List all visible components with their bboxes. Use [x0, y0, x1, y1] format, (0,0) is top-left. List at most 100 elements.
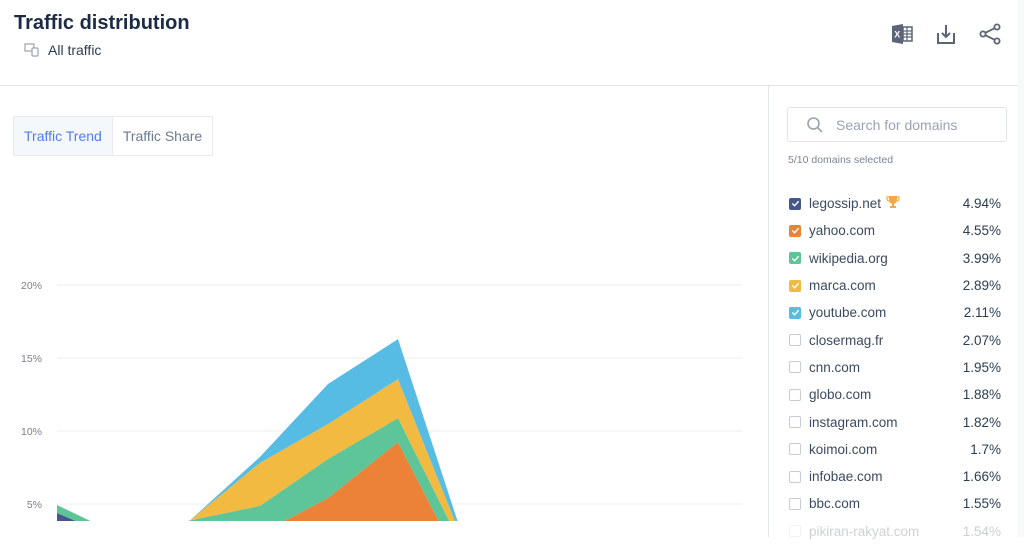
- page-title: Traffic distribution: [14, 12, 190, 34]
- y-tick-label: 5%: [27, 499, 42, 511]
- domain-share-value: 1.7%: [970, 441, 1001, 457]
- domain-share-value: 4.94%: [962, 196, 1001, 212]
- domain-search-box[interactable]: [787, 107, 1007, 142]
- domain-name-text: cnn.com: [809, 359, 861, 375]
- view-tabs: Traffic Trend Traffic Share: [13, 116, 214, 156]
- domain-share-value: 2.89%: [962, 278, 1001, 294]
- domain-name: yahoo.com: [809, 223, 963, 238]
- chart-panel: Traffic Trend Traffic Share 5%10%15%20%●…: [0, 86, 768, 537]
- domain-share-value: 1.66%: [962, 469, 1001, 485]
- checkbox-unchecked[interactable]: [789, 361, 801, 374]
- domain-row[interactable]: pikiran-rakyat.com 1.54%: [789, 518, 1001, 545]
- domain-name: youtube.com: [809, 305, 964, 320]
- excel-export-icon[interactable]: X: [890, 22, 914, 46]
- checkbox-checked[interactable]: [789, 224, 801, 237]
- domain-name: wikipedia.org: [809, 251, 963, 266]
- domain-share-value: 2.07%: [962, 332, 1001, 348]
- domain-name: pikiran-rakyat.com: [809, 524, 963, 539]
- domain-name: closermag.fr: [809, 333, 963, 348]
- domain-row[interactable]: marca.com 2.89%: [789, 272, 1001, 299]
- share-icon[interactable]: [978, 22, 1002, 46]
- domain-name: infobae.com: [809, 469, 963, 484]
- domain-name: globo.com: [809, 387, 963, 402]
- domain-share-value: 1.55%: [962, 496, 1001, 512]
- domain-row[interactable]: bbc.com 1.55%: [789, 490, 1001, 517]
- domain-share-value: 1.82%: [962, 414, 1001, 430]
- checkbox-unchecked[interactable]: [789, 388, 801, 401]
- checkmark-icon: [791, 282, 799, 289]
- domain-name-text: pikiran-rakyat.com: [809, 523, 920, 539]
- domain-row[interactable]: instagram.com 1.82%: [789, 408, 1001, 435]
- checkmark-icon: [791, 310, 799, 317]
- checkbox-unchecked[interactable]: [789, 470, 801, 483]
- selected-count: 5/10 domains selected: [788, 154, 894, 166]
- domain-name-text: globo.com: [809, 387, 872, 403]
- domain-row[interactable]: closermag.fr 2.07%: [789, 326, 1001, 353]
- search-icon: [807, 116, 823, 133]
- checkbox-unchecked[interactable]: [789, 443, 801, 456]
- domain-row[interactable]: cnn.com 1.95%: [789, 354, 1001, 381]
- y-tick-label: 15%: [21, 353, 42, 365]
- header-actions: X: [890, 22, 1002, 46]
- subtitle-text: All traffic: [48, 42, 102, 58]
- domain-name-text: marca.com: [809, 278, 876, 294]
- area-series-youtube-com[interactable]: [57, 339, 742, 521]
- checkbox-checked[interactable]: [789, 306, 801, 319]
- domain-row[interactable]: legossip.net 4.94%: [789, 190, 1001, 217]
- domain-name-text: wikipedia.org: [809, 250, 888, 266]
- scroll-edge: [1018, 0, 1024, 537]
- checkbox-checked[interactable]: [789, 279, 801, 292]
- domain-name-text: instagram.com: [809, 414, 898, 430]
- tab-traffic-trend[interactable]: Traffic Trend: [14, 117, 113, 155]
- domain-name: koimoi.com: [809, 442, 970, 457]
- checkbox-checked[interactable]: [789, 197, 801, 210]
- checkbox-unchecked[interactable]: [789, 525, 801, 538]
- domain-row[interactable]: infobae.com 1.66%: [789, 463, 1001, 490]
- traffic-filter: All traffic: [24, 42, 101, 58]
- domain-name-text: koimoi.com: [809, 441, 878, 457]
- domain-row[interactable]: koimoi.com 1.7%: [789, 436, 1001, 463]
- page-header: Traffic distribution All traffic X: [0, 0, 1024, 86]
- download-icon[interactable]: [934, 22, 958, 46]
- y-tick-label: 20%: [21, 280, 42, 292]
- area-series-yahoo-com[interactable]: [57, 442, 742, 521]
- domain-name: marca.com: [809, 278, 963, 293]
- domain-row[interactable]: globo.com 1.88%: [789, 381, 1001, 408]
- domain-row[interactable]: wikipedia.org 3.99%: [789, 245, 1001, 272]
- domain-name-text: legossip.net: [809, 196, 882, 212]
- checkbox-unchecked[interactable]: [789, 497, 801, 510]
- area-series-marca-com[interactable]: [57, 379, 742, 521]
- domain-share-value: 1.54%: [962, 523, 1001, 539]
- domain-name: legossip.net: [809, 195, 963, 212]
- checkbox-checked[interactable]: [789, 252, 801, 265]
- domain-share-value: 2.11%: [963, 305, 1001, 321]
- checkbox-unchecked[interactable]: [789, 334, 801, 347]
- checkmark-icon: [791, 200, 799, 207]
- devices-icon: [24, 43, 39, 57]
- domain-row[interactable]: yahoo.com 4.55%: [789, 217, 1001, 244]
- domain-share-value: 1.95%: [962, 359, 1001, 375]
- domain-share-value: 1.88%: [962, 387, 1001, 403]
- domain-share-value: 3.99%: [962, 250, 1001, 266]
- domain-name-text: yahoo.com: [809, 223, 876, 239]
- domain-name: instagram.com: [809, 415, 963, 430]
- tab-traffic-share[interactable]: Traffic Share: [112, 117, 213, 155]
- domain-name-text: youtube.com: [809, 305, 887, 321]
- trophy-icon: [886, 195, 900, 212]
- traffic-trend-chart: 5%10%15%20%● similarwebJan 22Feb 22Mar 2…: [21, 280, 742, 521]
- domain-name-text: infobae.com: [809, 469, 883, 485]
- checkmark-icon: [791, 228, 799, 235]
- checkbox-unchecked[interactable]: [789, 416, 801, 429]
- domain-sidebar: 5/10 domains selected legossip.net 4.94% y…: [768, 86, 1024, 539]
- domain-list: legossip.net 4.94% yahoo.com 4.55% wikipedia…: [789, 190, 1001, 545]
- domain-name: cnn.com: [809, 360, 963, 375]
- domain-row[interactable]: youtube.com 2.11%: [789, 299, 1001, 326]
- domain-name-text: closermag.fr: [809, 332, 884, 348]
- svg-text:X: X: [894, 30, 900, 40]
- domain-search-input[interactable]: [836, 116, 1006, 133]
- y-tick-label: 10%: [21, 426, 42, 438]
- domain-name-text: bbc.com: [809, 496, 861, 512]
- checkmark-icon: [791, 255, 799, 262]
- domain-name: bbc.com: [809, 496, 963, 511]
- domain-share-value: 4.55%: [962, 223, 1001, 239]
